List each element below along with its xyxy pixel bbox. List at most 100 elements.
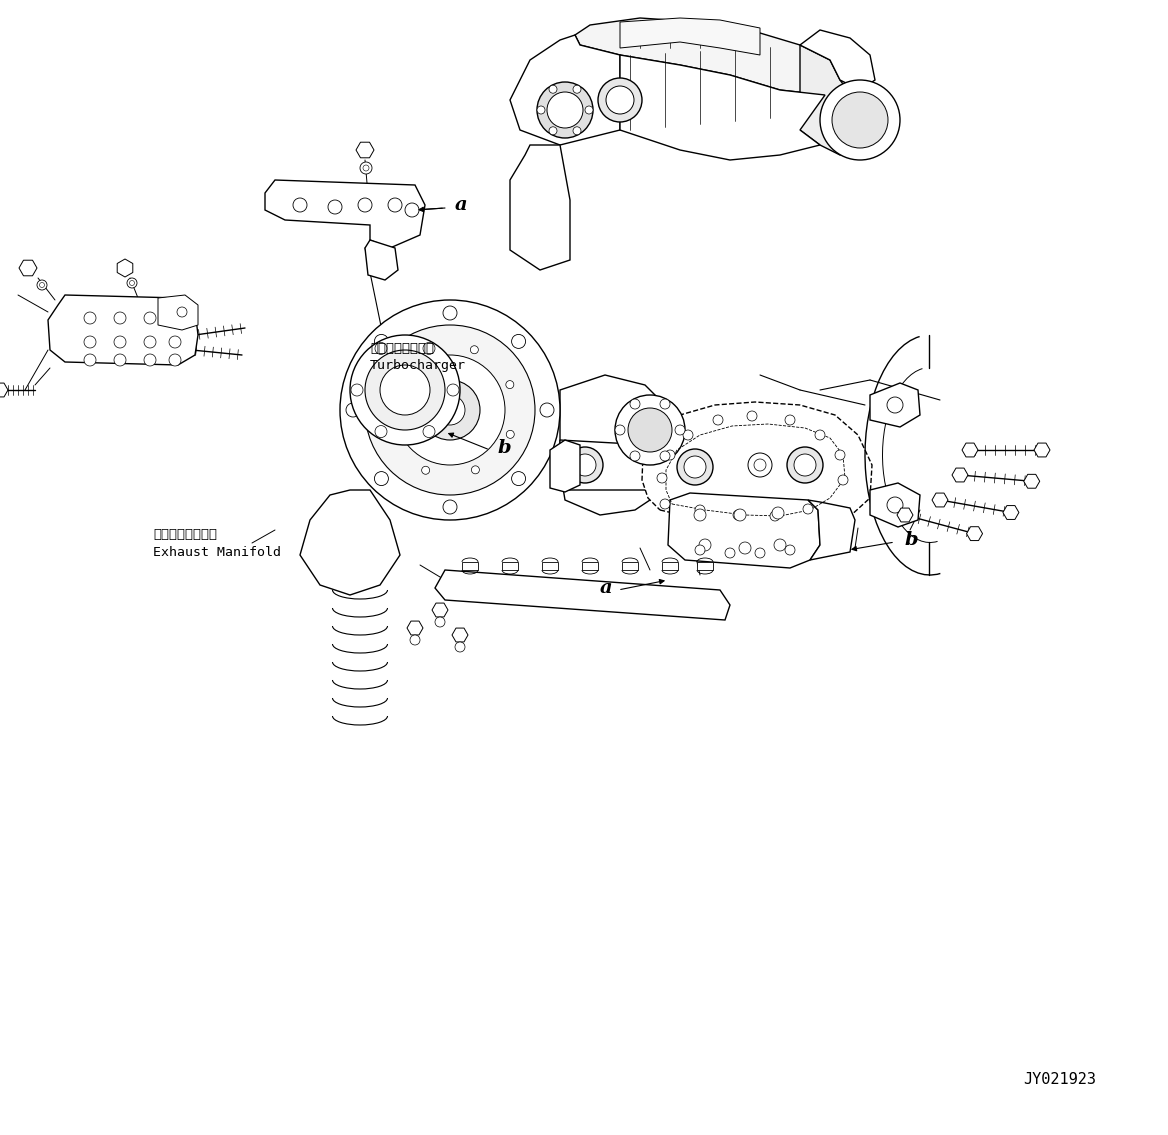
Circle shape (144, 354, 157, 365)
Circle shape (84, 312, 96, 323)
Circle shape (471, 346, 479, 354)
Circle shape (375, 426, 387, 438)
Circle shape (585, 106, 593, 114)
Circle shape (694, 508, 705, 521)
Circle shape (359, 197, 371, 212)
Circle shape (420, 346, 429, 354)
Text: b: b (498, 439, 512, 457)
Circle shape (423, 343, 434, 354)
Circle shape (422, 466, 430, 474)
Polygon shape (741, 448, 840, 488)
Circle shape (755, 548, 765, 558)
Circle shape (127, 278, 137, 288)
Circle shape (385, 381, 394, 389)
Polygon shape (697, 562, 712, 570)
Circle shape (420, 380, 480, 440)
Polygon shape (364, 239, 398, 280)
Circle shape (114, 312, 126, 323)
Polygon shape (800, 30, 875, 90)
Polygon shape (620, 54, 825, 160)
Circle shape (772, 507, 784, 519)
Circle shape (37, 280, 47, 291)
Circle shape (660, 451, 670, 461)
Polygon shape (158, 295, 199, 330)
Polygon shape (870, 382, 920, 427)
Circle shape (395, 355, 505, 465)
Polygon shape (668, 493, 820, 568)
Circle shape (506, 380, 514, 388)
Circle shape (755, 459, 766, 471)
Circle shape (375, 471, 389, 486)
Polygon shape (300, 490, 399, 595)
Circle shape (169, 336, 181, 348)
Circle shape (739, 543, 751, 554)
Polygon shape (651, 445, 750, 490)
Circle shape (537, 106, 545, 114)
Circle shape (573, 85, 580, 93)
Polygon shape (662, 562, 677, 570)
Circle shape (144, 336, 157, 348)
Polygon shape (575, 18, 840, 95)
Polygon shape (550, 440, 580, 491)
Circle shape (364, 325, 535, 495)
Polygon shape (642, 402, 872, 528)
Circle shape (616, 424, 625, 435)
Polygon shape (808, 501, 855, 560)
Circle shape (656, 473, 667, 484)
Circle shape (887, 397, 903, 413)
Circle shape (434, 617, 445, 627)
Polygon shape (582, 562, 598, 570)
Circle shape (832, 92, 888, 148)
Circle shape (328, 200, 342, 215)
Circle shape (630, 400, 640, 409)
Circle shape (352, 384, 363, 396)
Circle shape (350, 335, 460, 445)
Polygon shape (623, 562, 638, 570)
Circle shape (456, 642, 465, 651)
Polygon shape (48, 295, 199, 365)
Circle shape (675, 424, 684, 435)
Circle shape (40, 283, 44, 287)
Circle shape (598, 78, 642, 121)
Circle shape (684, 456, 705, 478)
Polygon shape (452, 628, 468, 642)
Polygon shape (19, 260, 37, 276)
Circle shape (84, 336, 96, 348)
Circle shape (698, 539, 711, 550)
Circle shape (293, 197, 307, 212)
Circle shape (84, 354, 96, 365)
Polygon shape (406, 621, 423, 634)
Polygon shape (1003, 505, 1018, 520)
Circle shape (447, 384, 459, 396)
Circle shape (573, 454, 596, 476)
Circle shape (887, 497, 903, 513)
Circle shape (695, 505, 705, 515)
Text: a: a (600, 579, 613, 597)
Circle shape (363, 165, 369, 171)
Circle shape (549, 127, 557, 135)
Circle shape (405, 203, 419, 217)
Circle shape (820, 79, 901, 160)
Circle shape (665, 449, 675, 460)
Polygon shape (952, 468, 968, 482)
Circle shape (340, 300, 559, 520)
Circle shape (606, 86, 634, 114)
Circle shape (540, 403, 554, 417)
Circle shape (630, 451, 640, 461)
Polygon shape (356, 142, 374, 158)
Circle shape (472, 465, 479, 473)
Circle shape (837, 476, 848, 485)
Polygon shape (510, 35, 620, 145)
Polygon shape (432, 603, 449, 617)
Polygon shape (510, 145, 570, 270)
Polygon shape (542, 562, 558, 570)
Circle shape (547, 92, 583, 128)
Polygon shape (0, 384, 8, 397)
Circle shape (375, 343, 387, 354)
Polygon shape (463, 562, 478, 570)
Circle shape (512, 471, 526, 486)
Circle shape (360, 162, 371, 174)
Circle shape (387, 431, 394, 439)
Circle shape (725, 548, 735, 558)
Polygon shape (967, 527, 982, 540)
